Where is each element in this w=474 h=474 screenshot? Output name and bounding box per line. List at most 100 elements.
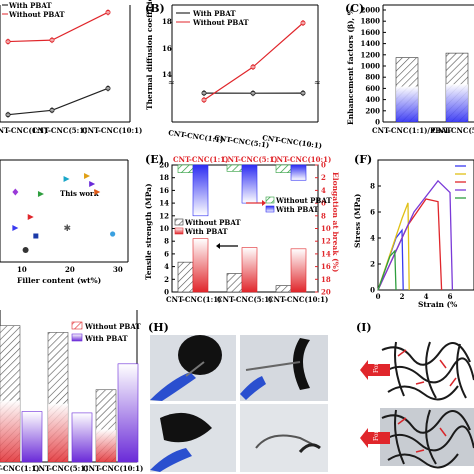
- panel-e-label: (E): [145, 153, 164, 166]
- panel-c-ytick-8: 1600: [361, 28, 381, 37]
- panel-f-ytick-4: 8: [370, 182, 375, 191]
- panel-e-ltick-6: 12: [159, 211, 169, 220]
- panel-d-point-3: [89, 181, 96, 187]
- panel-a-marks: [5, 9, 111, 118]
- panel-e-elong-with-2: [241, 164, 258, 204]
- panel-f-frame: [377, 159, 474, 291]
- panel-f-xlabel: Strain (%: [418, 300, 457, 309]
- photo-black-strip: [298, 443, 321, 453]
- panel-c-marks: [395, 52, 469, 123]
- panel-b-label: (B): [145, 2, 165, 15]
- panel-b-axis-break: ≈: [168, 78, 175, 87]
- panel-g-legend-swatch-2: [71, 333, 83, 342]
- panel-a-xtick-3: CNT-CNC(10:1): [82, 126, 142, 135]
- photo-black-film: [293, 338, 310, 390]
- panel-e-ltick-5: 10: [159, 224, 169, 233]
- panel-c-ytick-2: 400: [365, 95, 380, 104]
- panel-a-xtick-2: CNT-CNC(5:1): [32, 126, 87, 135]
- panel-c-ytick-3: 600: [365, 84, 380, 93]
- panel-b-xtick-3: CNT-CNC(10:1): [262, 133, 323, 150]
- panel-c-ytick-5: 1000: [361, 62, 381, 71]
- panel-e-legend-top-1: Without PBAT: [275, 196, 332, 205]
- photo-tweezer-3: [255, 434, 313, 449]
- panel-e-elong-without-1: [177, 164, 194, 173]
- panel-b-line-2: [203, 22, 304, 101]
- panel-f-xtick-0: 0: [376, 292, 381, 301]
- photo-folded-film: [160, 412, 212, 443]
- force-arrow-bottom: [368, 432, 390, 444]
- panel-b-ylabel: Thermal diffusion coefficient (mm²/s): [145, 0, 154, 110]
- panel-d-annotation: This work: [60, 189, 99, 198]
- panel-c-ytick-1: 200: [365, 106, 380, 115]
- panel-c-ytick-7: 1400: [361, 39, 381, 48]
- panel-e-rtick-2: 4: [321, 186, 326, 195]
- panel-d-xtick-10: 10: [17, 265, 27, 274]
- force-arrowhead-bottom: [360, 428, 368, 448]
- panel-i: (I) Force Force: [356, 321, 474, 469]
- panel-c-bar-2: [446, 84, 468, 122]
- photo-tweezer-2: [245, 361, 301, 371]
- panel-a: With PBAT Without PBAT CNT-CNC(1:1) CNT-…: [0, 1, 142, 135]
- panel-b-legend-1: With PBAT: [192, 9, 236, 18]
- photo-tweezers: [240, 404, 328, 472]
- panel-c-ytick-0: 0: [375, 118, 380, 127]
- panel-g-xtick-1: CNT-CNC(1:1): [0, 464, 39, 473]
- panel-e-legend-top-swatch-2: [265, 205, 275, 213]
- panel-e-xtick-3: CNT-CNC(10:1): [268, 295, 328, 304]
- panel-e-group-top-1: CNT-CNC(1:1): [173, 155, 228, 164]
- panel-f-ytick-3: 6: [370, 208, 375, 217]
- panel-g-legend-swatch-1: [71, 321, 83, 330]
- photo-black-disk: [178, 335, 222, 375]
- photo-glove-1: [150, 372, 196, 401]
- panel-e-rtick-3: 6: [321, 199, 326, 208]
- panel-e-legend-top-swatch-1: [265, 196, 275, 204]
- panel-g-xtick-3: CNT-CNC(10:1): [83, 464, 143, 473]
- panel-e-tensile-without-3: [275, 285, 292, 293]
- panel-c-ytick-6: 1200: [361, 50, 381, 59]
- panel-e-rtick-1: 2: [321, 173, 326, 182]
- panel-f-label: (F): [354, 153, 372, 166]
- panel-d-point-9: ✱: [64, 224, 72, 234]
- panel-g-bar-fill-2: [48, 403, 68, 462]
- photo-glove-2: [240, 376, 266, 400]
- panel-g: Without PBAT With PBAT CNT-CNC(1:1) CNT-…: [0, 310, 143, 473]
- panel-h: (H): [148, 321, 328, 472]
- panel-d-xlabel: Filler content (wt%): [17, 276, 101, 285]
- panel-d-point-12: [22, 247, 29, 253]
- panel-e-group-top-3: CNT-CNC(10:1): [271, 155, 331, 164]
- schematic-cnc-top: [397, 349, 457, 387]
- panel-e-tensile-without-1: [177, 261, 194, 293]
- panel-d-point-1: [63, 176, 70, 182]
- panel-c-label: (C): [345, 2, 364, 15]
- panel-e-rtick-6: 12: [321, 237, 331, 246]
- panel-e-rtick-5: 10: [321, 224, 331, 233]
- panel-e-arrowhead-right: [262, 200, 266, 206]
- force-arrow-top: [368, 364, 390, 376]
- schematic-cnt-fibers-top: [381, 341, 474, 401]
- force-arrowhead-top: [360, 360, 368, 380]
- panel-a-legend-2: Without PBAT: [8, 10, 65, 19]
- panel-a-xtick-1: CNT-CNC(1:1): [0, 126, 47, 135]
- panel-f-ticks: 0 2 4 6 8 0 2 4 6: [370, 182, 452, 302]
- panel-f-curve-5: [377, 249, 397, 291]
- force-label-top: Force: [373, 355, 380, 373]
- panel-d-point-6: [37, 191, 44, 197]
- photo-tweezer-1: [185, 361, 205, 377]
- panel-e-xtick-1: CNT-CNC(1:1): [166, 295, 221, 304]
- panel-e-rtick-7: 14: [321, 249, 331, 258]
- panel-g-marks: [0, 325, 139, 463]
- panel-e-elong-without-3: [275, 164, 292, 173]
- panel-f-xtick-3: 6: [448, 292, 453, 301]
- panel-a-line-1: [7, 87, 109, 116]
- panel-d-xtick-20: 20: [65, 265, 75, 274]
- panel-f-curve-3: [377, 198, 443, 291]
- panel-e-ltick-3: 6: [164, 249, 169, 258]
- panel-a-legend-1: With PBAT: [8, 1, 52, 10]
- panel-e-rtick-9: 18: [321, 275, 331, 284]
- panel-e-group-top-2: CNT-CNC(5:1): [222, 155, 277, 164]
- panel-e-ltick-10: 20: [159, 161, 169, 170]
- panel-e-tensile-with-3: [290, 248, 307, 293]
- panel-e-rtick-0: 0: [321, 161, 326, 170]
- panel-e-legend-top-2: With PBAT: [275, 205, 319, 214]
- panel-g-bar-2-2: [71, 412, 93, 463]
